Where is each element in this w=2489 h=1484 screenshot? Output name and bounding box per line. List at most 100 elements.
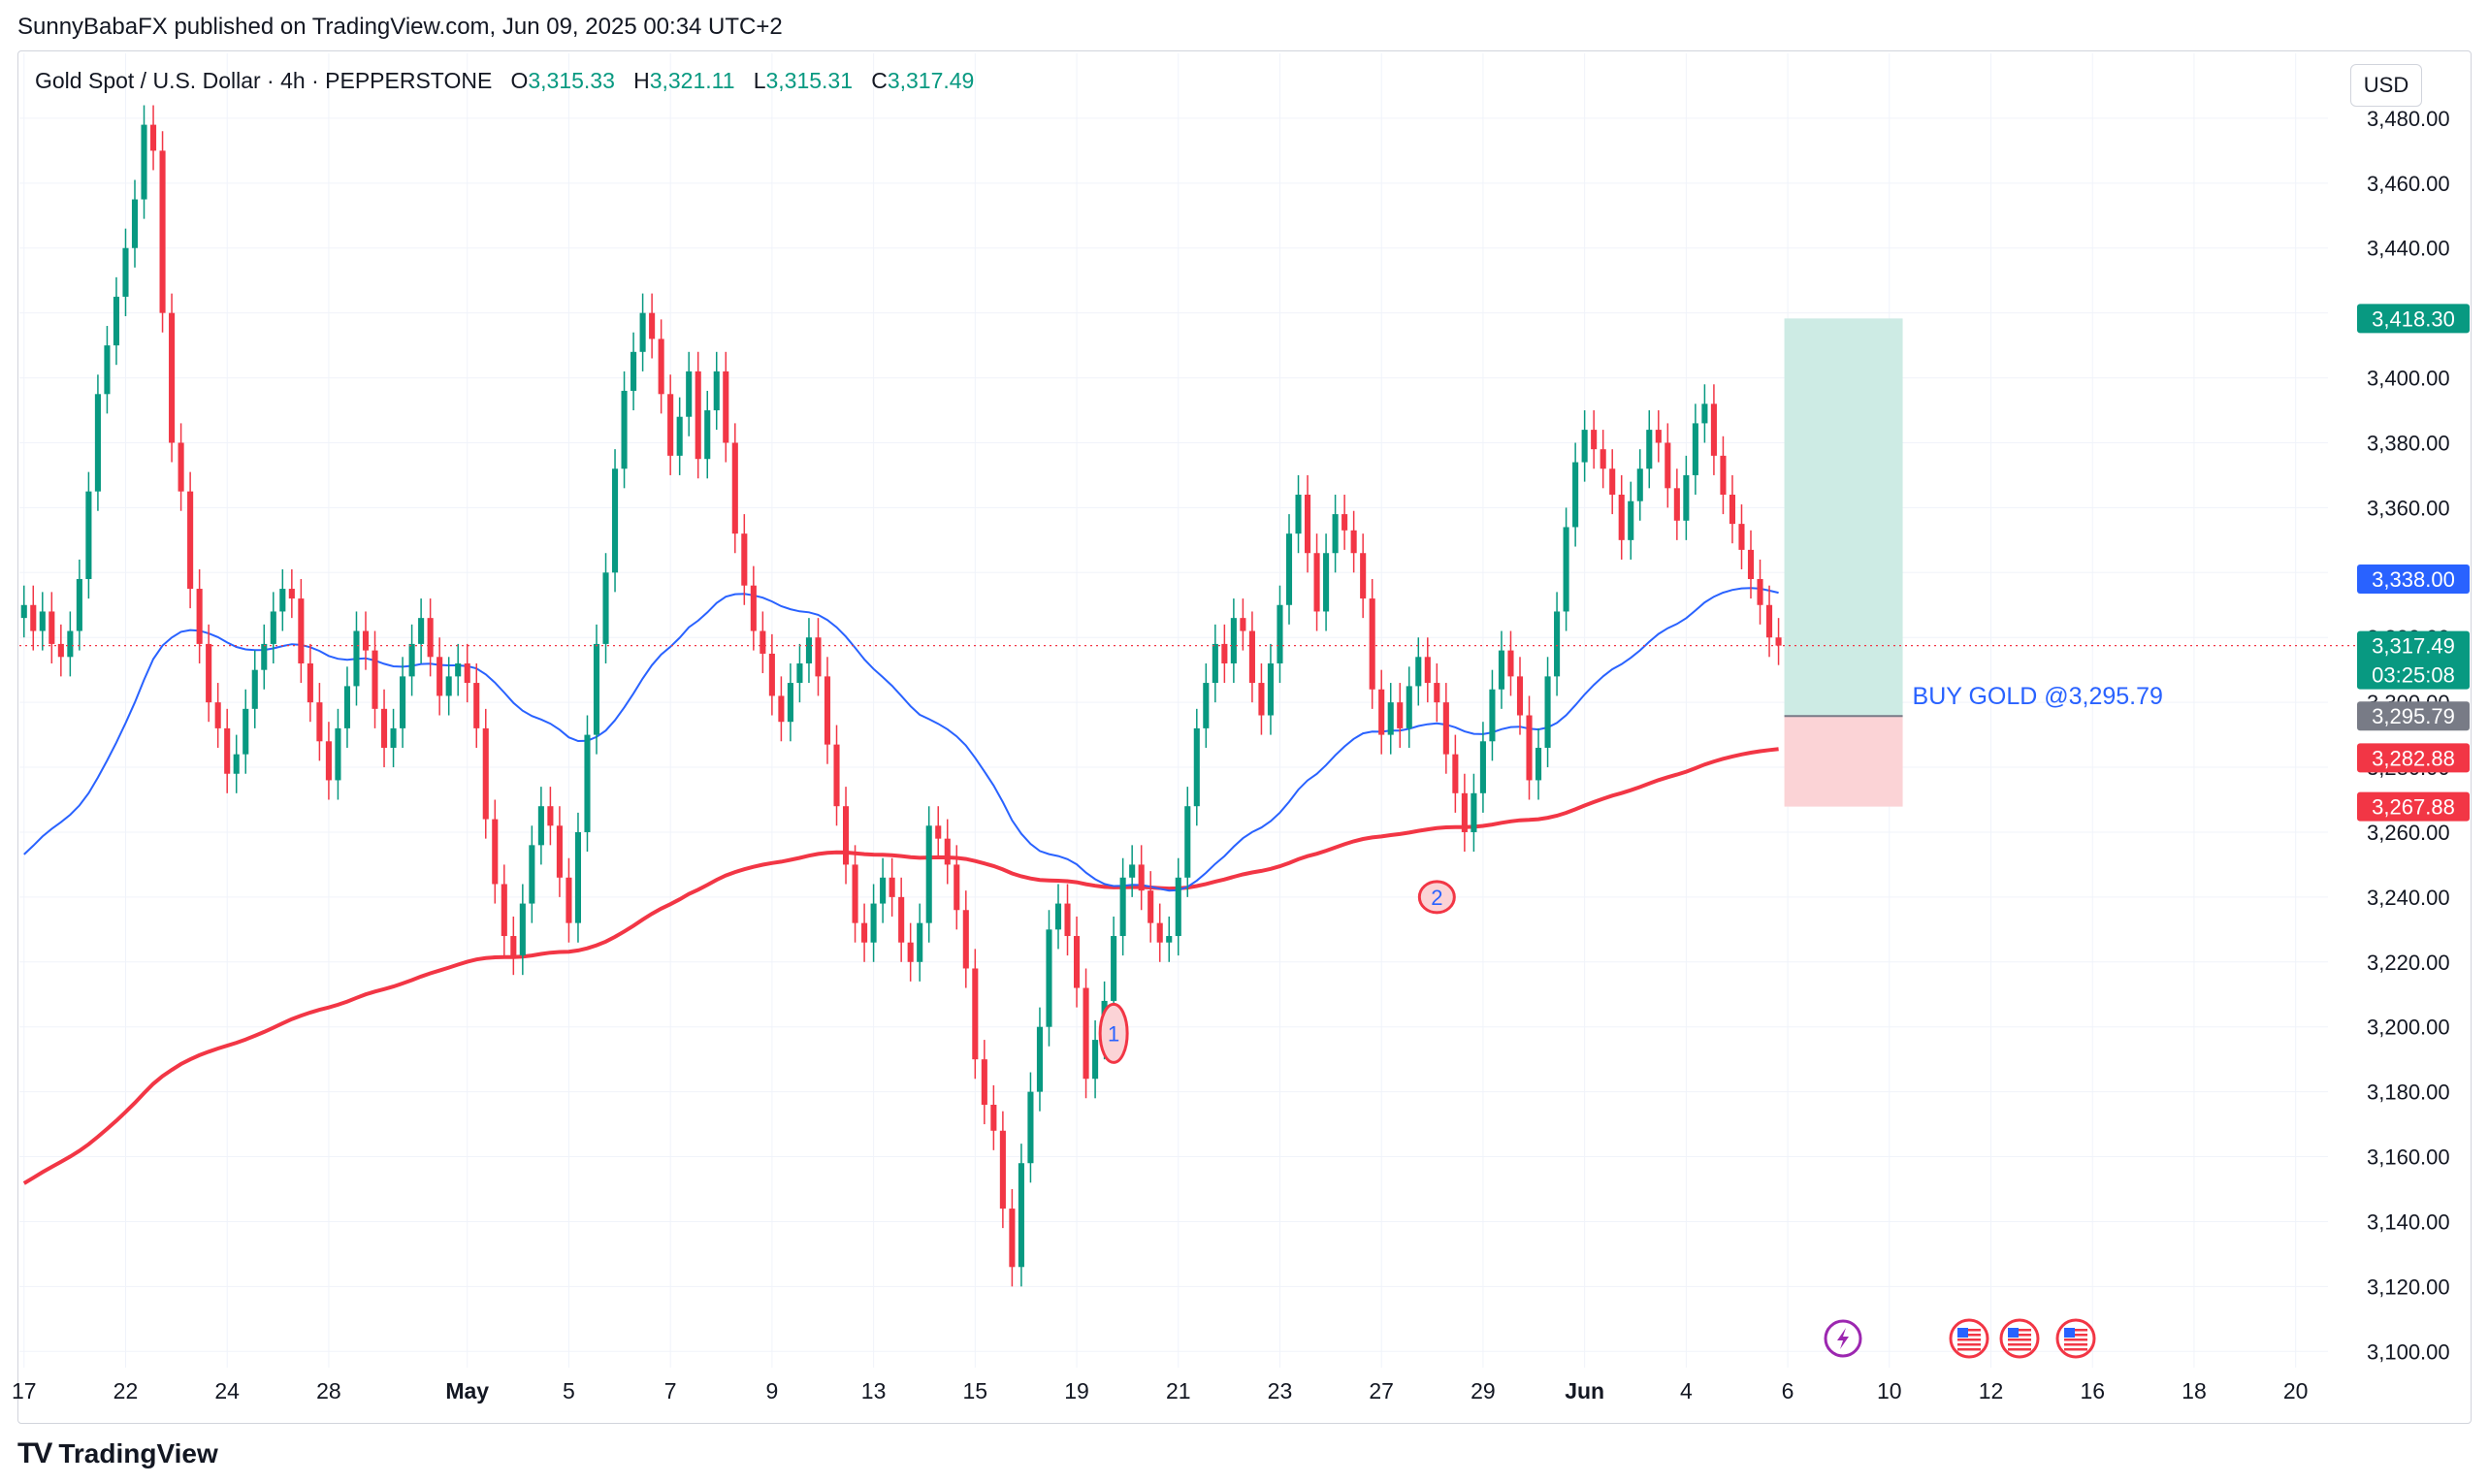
candle-body	[898, 896, 905, 943]
flag-stripe	[2008, 1348, 2031, 1351]
candle-body	[630, 351, 637, 391]
candle-body	[962, 910, 969, 969]
candle-body	[593, 643, 600, 735]
candle-body	[1046, 929, 1052, 1027]
candle-body	[1350, 530, 1357, 554]
candle-body	[1203, 683, 1210, 728]
candle-body	[1332, 514, 1339, 554]
candle-body	[852, 864, 858, 923]
candle-body	[48, 611, 55, 644]
candle-body	[1498, 650, 1505, 690]
candle-body	[251, 669, 258, 709]
candle-body	[233, 754, 240, 774]
candle-body	[1729, 495, 1736, 525]
candle-body	[935, 825, 942, 839]
candle-body	[104, 345, 111, 395]
price-tag	[2357, 304, 2470, 334]
y-tick-label: 3,440.00	[2367, 237, 2450, 261]
candle-body	[1083, 987, 1089, 1080]
tradingview-logo-icon: TV	[17, 1437, 52, 1469]
candle-body	[1701, 403, 1708, 424]
candle-body	[695, 371, 701, 460]
candle-body	[1036, 1026, 1044, 1092]
annotation-marker	[1417, 880, 1456, 915]
candle-body	[76, 579, 82, 631]
x-tick-label: 29	[1471, 1378, 1496, 1403]
flag-stripe	[2008, 1343, 2031, 1346]
candle-body	[1673, 488, 1680, 521]
symbol-legend: Gold Spot / U.S. Dollar · 4h · PEPPERSTO…	[35, 68, 975, 93]
candle-body	[723, 371, 729, 443]
candle-body	[713, 371, 720, 411]
candle-body	[611, 468, 619, 573]
candle-body	[787, 683, 793, 723]
x-tick-label: 28	[316, 1378, 341, 1403]
candle-body	[1148, 890, 1154, 923]
candle-body	[1655, 430, 1662, 443]
candle-body	[1415, 657, 1422, 687]
candle-body	[270, 611, 276, 644]
candle-body	[1507, 650, 1514, 677]
flag-stripe	[1957, 1343, 1981, 1346]
y-tick-label: 3,260.00	[2367, 821, 2450, 845]
candle-body	[1184, 806, 1191, 878]
lightning-glyph	[1837, 1328, 1849, 1349]
price-tag-text: 3,267.88	[2372, 795, 2455, 820]
candle-body	[954, 864, 960, 911]
flag-canton	[2008, 1328, 2019, 1338]
price-tag	[2357, 791, 2470, 822]
candle-body	[362, 630, 370, 651]
price-tag-text: 3,317.49	[2372, 634, 2455, 659]
candle-body	[214, 702, 221, 728]
candle-body	[1027, 1091, 1034, 1164]
candle-body	[704, 410, 711, 460]
price-tag-text: 3,282.88	[2372, 746, 2455, 770]
candle-body	[141, 124, 147, 200]
tradingview-brand[interactable]: TV TradingView	[17, 1437, 218, 1470]
candle-body	[944, 838, 951, 865]
candle-body	[1064, 903, 1071, 937]
x-tick-label: Jun	[1565, 1378, 1604, 1403]
candle-body	[1516, 676, 1524, 716]
x-tick-label: 4	[1680, 1378, 1693, 1403]
candle-body	[990, 1105, 997, 1131]
candle-body	[1285, 533, 1293, 605]
candle-body	[445, 676, 452, 696]
interval[interactable]: 4h	[280, 68, 306, 93]
candle-body	[455, 662, 462, 677]
x-tick-label: 13	[861, 1378, 887, 1403]
candle-body	[1009, 1209, 1016, 1268]
flag-stripe	[1957, 1334, 1981, 1337]
price-tag	[2357, 743, 2470, 773]
x-tick-label: 18	[2182, 1378, 2207, 1403]
candle-body	[1073, 936, 1081, 988]
x-tick-label: May	[445, 1378, 489, 1403]
candle-body	[206, 643, 212, 703]
candle-body	[224, 727, 231, 774]
candle-body	[1747, 549, 1755, 579]
candle-body	[870, 903, 877, 943]
candle-body	[1054, 903, 1062, 930]
candle-body	[1461, 792, 1468, 832]
y-tick-label: 3,180.00	[2367, 1081, 2450, 1105]
x-tick-label: 22	[113, 1378, 139, 1403]
candle-body	[1765, 604, 1773, 638]
candle-body	[390, 727, 397, 748]
target-zone	[1784, 318, 1903, 717]
stop-zone	[1784, 716, 1903, 807]
candle-body	[999, 1130, 1006, 1210]
symbol-name[interactable]: Gold Spot / U.S. Dollar	[35, 68, 261, 93]
candle-body	[621, 390, 628, 469]
candle-body	[1267, 662, 1275, 716]
candle-body	[1692, 423, 1698, 475]
candle-body	[1313, 553, 1320, 612]
candle-body	[1452, 754, 1459, 793]
currency-selector[interactable]: USD	[2350, 64, 2422, 107]
candle-body	[1248, 630, 1255, 684]
candle-body	[131, 199, 139, 248]
candle-body	[1397, 702, 1404, 728]
candle-body	[325, 741, 332, 781]
high-value: 3,321.11	[649, 68, 735, 93]
flag-stripe	[1957, 1339, 1981, 1341]
